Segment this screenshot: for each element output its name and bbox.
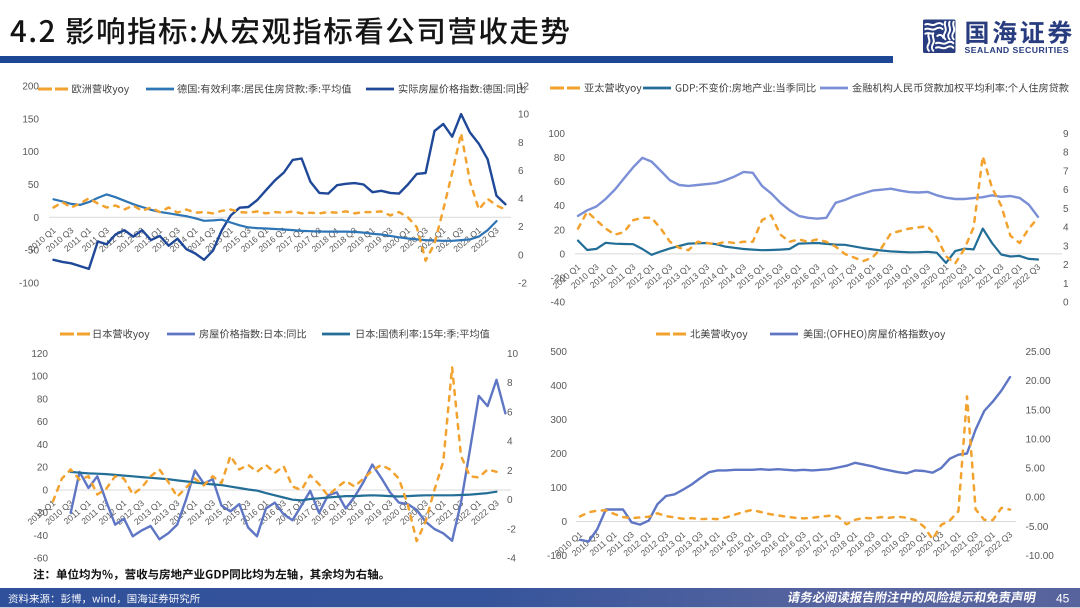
svg-text:2: 2 (1063, 260, 1069, 271)
svg-text:400: 400 (550, 381, 567, 392)
svg-text:20: 20 (37, 463, 49, 474)
svg-text:-40: -40 (551, 298, 566, 309)
svg-text:0: 0 (507, 495, 513, 506)
svg-text:15.00: 15.00 (1026, 405, 1051, 416)
svg-text:100: 100 (548, 129, 565, 140)
svg-text:40: 40 (554, 201, 566, 212)
svg-text:25.00: 25.00 (1026, 347, 1051, 358)
svg-text:200: 200 (550, 449, 567, 460)
svg-text:10.00: 10.00 (1026, 434, 1051, 445)
svg-text:100: 100 (31, 372, 48, 383)
svg-text:8: 8 (1063, 148, 1069, 159)
svg-text:60: 60 (554, 177, 566, 188)
svg-text:500: 500 (550, 347, 567, 358)
svg-text:3: 3 (1063, 241, 1069, 252)
svg-text:-5.00: -5.00 (1026, 522, 1049, 533)
svg-text:60: 60 (37, 417, 49, 428)
svg-text:100: 100 (22, 147, 39, 158)
svg-text:10: 10 (507, 349, 519, 360)
svg-text:150: 150 (22, 114, 39, 125)
svg-text:9: 9 (1063, 129, 1069, 140)
svg-text:8: 8 (507, 378, 513, 389)
svg-text:7: 7 (1063, 166, 1069, 177)
svg-text:2: 2 (507, 466, 513, 477)
svg-text:10: 10 (518, 110, 530, 121)
svg-text:45: 45 (1056, 592, 1070, 606)
svg-text:5: 5 (1063, 204, 1069, 215)
svg-text:0: 0 (1063, 298, 1069, 309)
svg-text:20: 20 (554, 225, 566, 236)
svg-text:-20: -20 (34, 508, 49, 519)
svg-text:20.00: 20.00 (1026, 376, 1051, 387)
svg-text:0.00: 0.00 (1026, 493, 1046, 504)
svg-text:0: 0 (33, 213, 39, 224)
svg-text:5.00: 5.00 (1026, 464, 1046, 475)
svg-text:-2: -2 (518, 279, 527, 290)
svg-text:0: 0 (559, 249, 565, 260)
svg-text:100: 100 (550, 483, 567, 494)
svg-text:-100: -100 (547, 551, 567, 562)
svg-text:1: 1 (1063, 279, 1069, 290)
svg-text:40: 40 (37, 440, 49, 451)
svg-text:0: 0 (518, 250, 524, 261)
svg-text:-2: -2 (507, 525, 516, 536)
svg-text:6: 6 (518, 166, 524, 177)
svg-text:6: 6 (507, 408, 513, 419)
svg-text:0: 0 (42, 486, 48, 497)
svg-text:SEALAND SECURITIES: SEALAND SECURITIES (965, 45, 1070, 55)
svg-text:6: 6 (1063, 185, 1069, 196)
svg-text:-40: -40 (34, 531, 49, 542)
svg-text:-60: -60 (34, 554, 49, 565)
svg-text:200: 200 (22, 82, 39, 93)
svg-text:8: 8 (518, 138, 524, 149)
svg-text:4: 4 (518, 194, 524, 205)
svg-text:-100: -100 (19, 279, 39, 290)
svg-text:-20: -20 (551, 273, 566, 284)
svg-text:50: 50 (28, 180, 40, 191)
svg-text:300: 300 (550, 415, 567, 426)
svg-text:0: 0 (561, 517, 567, 528)
svg-text:120: 120 (31, 349, 48, 360)
svg-text:-50: -50 (25, 246, 40, 257)
svg-text:80: 80 (37, 395, 49, 406)
svg-text:2: 2 (518, 222, 524, 233)
svg-text:-10.00: -10.00 (1026, 551, 1055, 562)
svg-text:-4: -4 (507, 554, 516, 565)
svg-text:80: 80 (554, 153, 566, 164)
svg-text:4: 4 (507, 437, 513, 448)
svg-text:4: 4 (1063, 223, 1069, 234)
